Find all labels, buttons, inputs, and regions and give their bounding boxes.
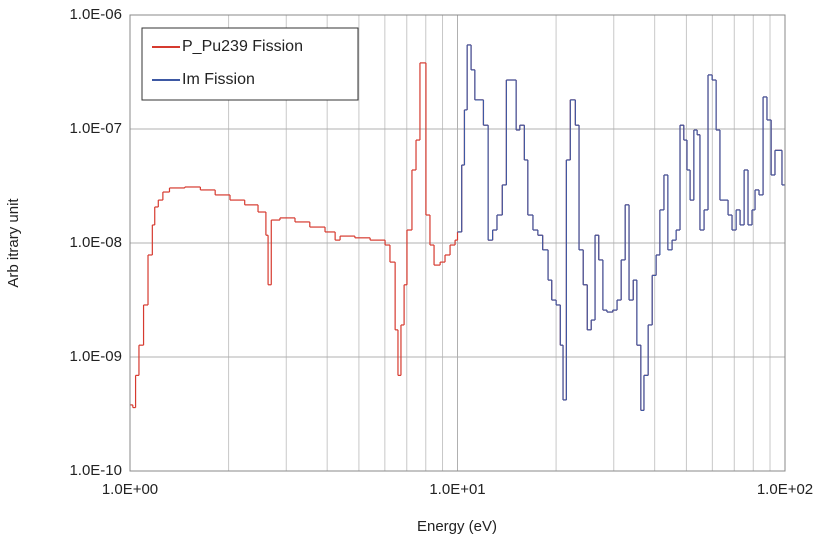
legend-label: P_Pu239 Fission (182, 38, 303, 55)
legend-label: Im Fission (182, 71, 255, 88)
plot-frame (129, 14, 786, 472)
y-tick-label: 1.0E-07 (69, 120, 122, 137)
series-line (457, 44, 785, 412)
grid (129, 14, 786, 472)
y-axis-label: Arb itrary unit (5, 198, 22, 288)
x-tick-label: 1.0E+00 (102, 481, 158, 498)
x-tick-label: 1.0E+01 (429, 481, 485, 498)
x-axis-label: Energy (eV) (417, 518, 497, 535)
y-tick-label: 1.0E-08 (69, 234, 122, 251)
legend: P_Pu239 Fission Im Fission (141, 27, 359, 101)
axes: 1.0E+00 1.0E+01 1.0E+02 1.0E-10 1.0E-09 1.0E-… (69, 6, 813, 498)
x-tick-label: 1.0E+02 (757, 481, 813, 498)
y-tick-label: 1.0E-10 (69, 462, 122, 479)
legend-box (141, 27, 359, 101)
plot-lines (130, 44, 785, 412)
y-tick-label: 1.0E-06 (69, 6, 122, 23)
y-tick-label: 1.0E-09 (69, 348, 122, 365)
